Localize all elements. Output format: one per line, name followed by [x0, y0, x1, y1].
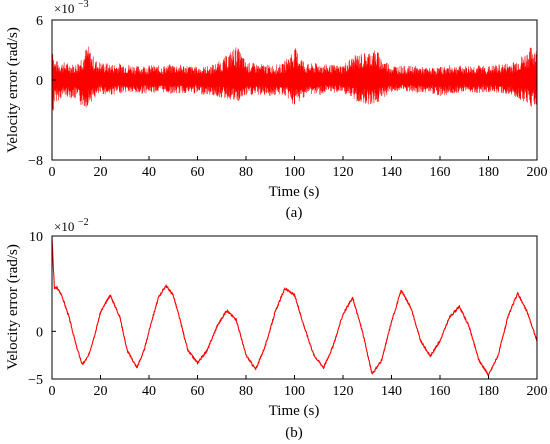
- panel-b-xtick-label: 140: [381, 384, 402, 399]
- panel-b-ylabel: Velocity error (rad/s): [5, 244, 21, 370]
- panel-b-xtick-label: 0: [49, 384, 56, 399]
- panel-b-ytick-label: 10: [29, 230, 43, 245]
- panel-b-plot-frame: [51, 235, 538, 380]
- panel-b-exponent-power: −2: [78, 217, 89, 228]
- panel-a-xlabel: Time (s): [269, 184, 320, 200]
- panel-a-xtick-label: 140: [381, 165, 402, 180]
- panel-b-xtick-label: 200: [527, 384, 548, 399]
- panel-b-yticks: −5 0 10: [28, 230, 56, 388]
- panel-b-xtick-label: 100: [284, 384, 305, 399]
- panel-a-series: [51, 39, 538, 133]
- panel-a-exponent-base: ×10: [54, 1, 74, 16]
- panel-a-xtick-label: 40: [142, 165, 156, 180]
- panel-a-xtick-label: 60: [191, 165, 205, 180]
- panel-a-ylabel: Velocity error (rad/s): [5, 27, 21, 153]
- panel-a: 0 20 40 60 80 100 120 140 160 180 200 −806 ×10 −3 …: [5, 0, 548, 221]
- panel-a-xtick-label: 120: [333, 165, 354, 180]
- panel-b-ytick-label: −5: [28, 373, 43, 388]
- panel-b-xtick-label: 160: [430, 384, 451, 399]
- panel-b: 0 20 40 60 80 100 120 140 160 180 200 −5 0 10 ×10 −2…: [5, 217, 548, 441]
- panel-a-exponent-power: −3: [78, 0, 89, 10]
- panel-a-xtick-label: 20: [94, 165, 108, 180]
- panel-a-ytick-label: −8: [28, 154, 43, 169]
- panel-a-series-line: [51, 39, 538, 133]
- panel-a-xtick-label: 180: [478, 165, 499, 180]
- panel-b-xticks: 0 20 40 60 80 100 120 140 160 180 200: [49, 375, 548, 399]
- panel-a-xtick-label: 100: [284, 165, 305, 180]
- panel-a-xtick-label: 160: [430, 165, 451, 180]
- panel-b-xlabel: Time (s): [269, 403, 320, 419]
- panel-b-xtick-label: 180: [478, 384, 499, 399]
- panel-a-ytick-label: 6: [36, 14, 43, 29]
- panel-b-xtick-label: 80: [239, 384, 253, 399]
- panel-b-xtick-label: 40: [142, 384, 156, 399]
- panel-a-xtick-label: 80: [239, 165, 253, 180]
- panel-b-ytick-label: 0: [36, 325, 43, 340]
- panel-a-label: (a): [286, 205, 303, 221]
- panel-b-label: (b): [285, 425, 303, 441]
- panel-a-xtick-label: 200: [527, 165, 548, 180]
- panel-b-exponent-base: ×10: [54, 219, 74, 234]
- panel-a-xtick-label: 0: [49, 165, 56, 180]
- panel-a-yticks: −8 0 6: [28, 14, 56, 169]
- panel-b-series: [51, 236, 538, 376]
- panel-b-xtick-label: 20: [94, 384, 108, 399]
- panel-a-ytick-label: 0: [36, 74, 43, 89]
- panel-b-series-line: [51, 236, 538, 376]
- panel-b-xtick-label: 60: [191, 384, 205, 399]
- panel-b-xtick-label: 120: [333, 384, 354, 399]
- panel-a-xticks: 0 20 40 60 80 100 120 140 160 180 200: [49, 156, 548, 180]
